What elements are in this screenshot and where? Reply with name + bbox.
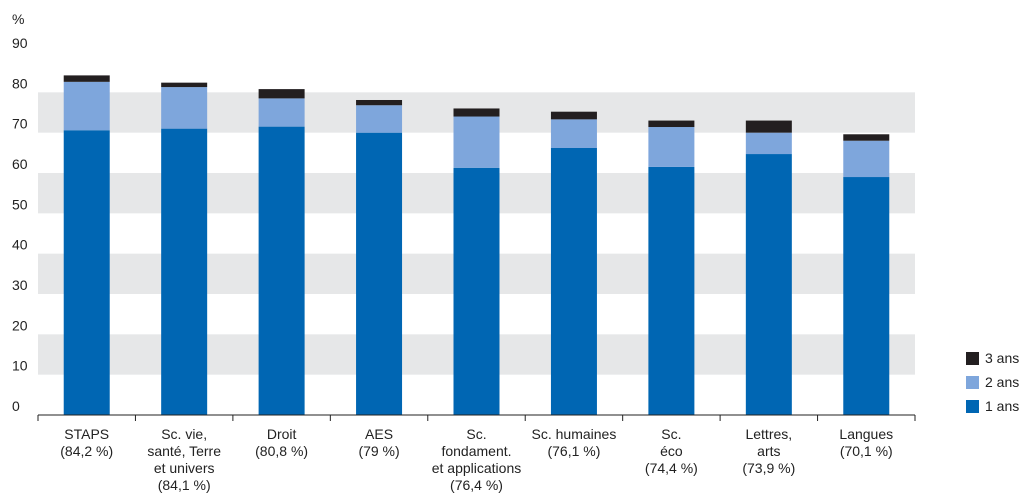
category-label: (76,4 %) (450, 477, 503, 493)
bar-segment-1-ans (63, 130, 110, 415)
legend-swatch (966, 400, 979, 413)
y-tick-label: 90 (12, 35, 28, 51)
bar-segment-3-ans (258, 89, 305, 99)
y-tick-label: 70 (12, 116, 28, 132)
category-label: et univers (154, 460, 215, 476)
bar-segment-1-ans (161, 128, 208, 415)
category-label: AES (365, 426, 393, 442)
category-label: (70,1 %) (840, 443, 893, 459)
category-label: Langues (839, 426, 893, 442)
category-label: fondament. (441, 443, 511, 459)
y-tick-label: 0 (12, 398, 20, 414)
category-label: STAPS (64, 426, 109, 442)
y-tick-label: 40 (12, 237, 28, 253)
bar-segment-3-ans (745, 120, 792, 133)
y-tick-label: 60 (12, 156, 28, 172)
bar-segment-2-ans (258, 98, 305, 127)
category-label: (76,1 %) (547, 443, 600, 459)
legend-swatch (966, 352, 979, 365)
category-label: (79 %) (358, 443, 399, 459)
bar-segment-1-ans (648, 166, 695, 415)
legend-label: 3 ans (985, 350, 1019, 366)
bar-segment-3-ans (63, 75, 110, 82)
y-tick-label: 10 (12, 358, 28, 374)
bar-segment-2-ans (161, 87, 208, 129)
bar-segment-3-ans (550, 111, 597, 120)
bar-segment-3-ans (453, 108, 500, 117)
category-label: et applications (432, 460, 522, 476)
legend-label: 1 ans (985, 398, 1019, 414)
bar-segment-3-ans (843, 134, 890, 141)
category-label: Sc. vie, (161, 426, 207, 442)
bar-segment-2-ans (356, 105, 403, 133)
y-tick-label: 20 (12, 317, 28, 333)
category-label: arts (757, 443, 780, 459)
bar-segment-1-ans (258, 126, 305, 415)
category-label: Sc. (466, 426, 486, 442)
bar-segment-1-ans (843, 177, 890, 415)
category-label: Sc. (661, 426, 681, 442)
legend-label: 2 ans (985, 374, 1019, 390)
category-label: santé, Terre (147, 443, 221, 459)
y-tick-label: 50 (12, 196, 28, 212)
bar-segment-2-ans (648, 127, 695, 167)
category-label: (80,8 %) (255, 443, 308, 459)
category-label: (84,2 %) (60, 443, 113, 459)
y-tick-labels: % 0 10 20 30 40 50 60 70 80 90 (12, 11, 28, 414)
bar-segment-1-ans (745, 154, 792, 415)
category-label: Sc. humaines (532, 426, 617, 442)
bar-segment-2-ans (550, 119, 597, 148)
y-unit-label: % (12, 11, 24, 27)
category-label: Lettres, (745, 426, 792, 442)
bar-segment-3-ans (161, 82, 208, 88)
category-label: Droit (267, 426, 297, 442)
category-label: (74,4 %) (645, 460, 698, 476)
bar-segment-1-ans (550, 147, 597, 415)
bars (63, 75, 890, 415)
legend-swatch (966, 376, 979, 389)
y-tick-label: 30 (12, 277, 28, 293)
bar-segment-2-ans (453, 116, 500, 168)
legend: 3 ans 2 ans 1 ans (966, 350, 1019, 414)
category-label: (73,9 %) (742, 460, 795, 476)
bar-segment-3-ans (356, 99, 403, 106)
category-label: (84,1 %) (158, 477, 211, 493)
axes (37, 414, 916, 421)
bar-segment-2-ans (745, 132, 792, 155)
bar-segment-2-ans (843, 140, 890, 178)
bar-segment-3-ans (648, 120, 695, 128)
bar-segment-1-ans (356, 132, 403, 415)
bar-segment-1-ans (453, 167, 500, 415)
category-label: éco (660, 443, 683, 459)
y-tick-label: 80 (12, 75, 28, 91)
bar-segment-2-ans (63, 81, 110, 131)
